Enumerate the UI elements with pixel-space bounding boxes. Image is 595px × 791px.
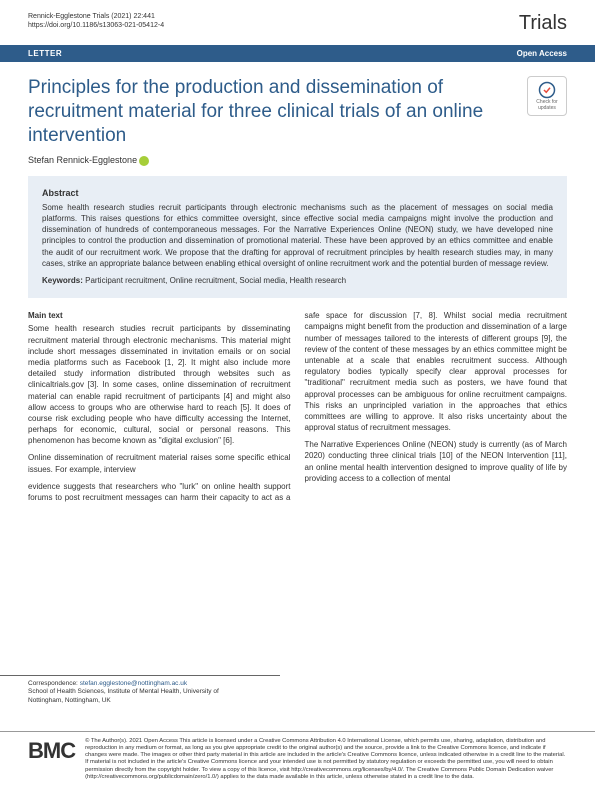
author-name: Stefan Rennick-Egglestone — [28, 155, 137, 165]
correspondence-email[interactable]: stefan.egglestone@nottingham.ac.uk — [80, 680, 187, 687]
doi: https://doi.org/10.1186/s13063-021-05412… — [28, 21, 164, 30]
main-para-4: The Narrative Experiences Online (NEON) … — [305, 439, 568, 484]
article-title: Principles for the production and dissem… — [28, 76, 517, 147]
main-heading: Main text — [28, 310, 291, 321]
citation: Rennick-Egglestone Trials (2021) 22:441 — [28, 12, 164, 21]
header-top: Rennick-Egglestone Trials (2021) 22:441 … — [0, 0, 595, 41]
orcid-icon[interactable] — [139, 156, 149, 166]
correspondence-line: Correspondence: stefan.egglestone@nottin… — [28, 680, 252, 688]
journal-name: Trials — [519, 12, 567, 35]
main-para-2: Online dissemination of recruitment mate… — [28, 452, 291, 474]
letter-banner: LETTER Open Access — [0, 45, 595, 62]
keywords-line: Keywords: Participant recruitment, Onlin… — [42, 275, 553, 286]
crossmark-icon — [538, 81, 556, 99]
keywords-text: Participant recruitment, Online recruitm… — [83, 276, 346, 285]
abstract-text: Some health research studies recruit par… — [42, 202, 553, 269]
main-para-1: Some health research studies recruit par… — [28, 323, 291, 446]
author-line: Stefan Rennick-Egglestone — [0, 155, 595, 176]
abstract-box: Abstract Some health research studies re… — [28, 176, 567, 298]
abstract-heading: Abstract — [42, 188, 553, 198]
title-section: Principles for the production and dissem… — [0, 62, 595, 155]
keywords-label: Keywords: — [42, 276, 83, 285]
bmc-logo: BMC — [28, 738, 75, 764]
main-text: Main text Some health research studies r… — [0, 310, 595, 503]
correspondence-label: Correspondence: — [28, 680, 78, 687]
correspondence-affiliation: School of Health Sciences, Institute of … — [28, 688, 252, 705]
header-left: Rennick-Egglestone Trials (2021) 22:441 … — [28, 12, 164, 35]
check-updates-label: Check for updates — [528, 99, 566, 111]
article-type: LETTER — [28, 49, 62, 58]
check-updates-badge[interactable]: Check for updates — [527, 76, 567, 116]
correspondence-block: Correspondence: stefan.egglestone@nottin… — [0, 675, 280, 705]
license-text: © The Author(s). 2021 Open Access This a… — [85, 738, 567, 781]
footer-bar: BMC © The Author(s). 2021 Open Access Th… — [0, 731, 595, 791]
open-access-label: Open Access — [517, 49, 567, 58]
